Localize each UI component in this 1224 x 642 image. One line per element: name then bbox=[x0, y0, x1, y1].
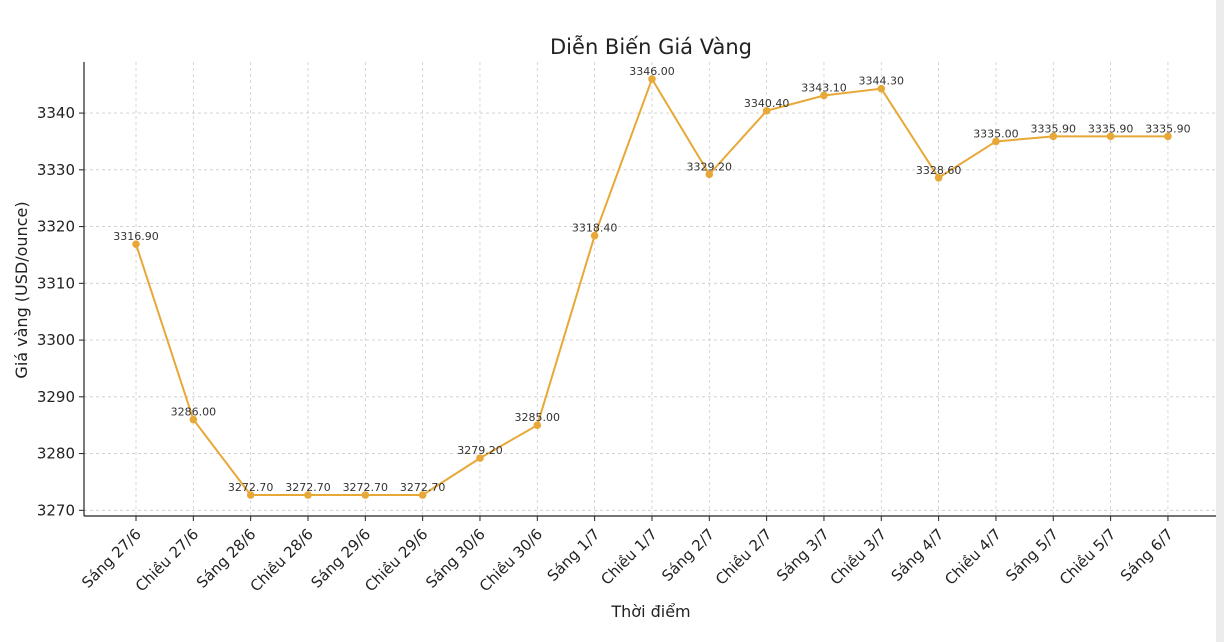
data-point bbox=[648, 75, 656, 83]
data-labels: 3316.90 3286.00 3272.70 3272.70 3272.70 3272.… bbox=[113, 65, 1190, 494]
data-label: 3346.00 bbox=[629, 65, 675, 78]
data-label: 3279.20 bbox=[457, 444, 503, 457]
data-point bbox=[762, 107, 771, 115]
data-point bbox=[820, 91, 828, 100]
x-tick-label: Chiều 5/7 bbox=[1056, 525, 1119, 588]
data-label: 3286.00 bbox=[171, 406, 217, 419]
data-point bbox=[1164, 132, 1172, 141]
data-label: 3272.70 bbox=[285, 481, 331, 494]
x-tick-label: Sáng 3/7 bbox=[773, 525, 833, 585]
x-tick-label: Chiều 2/7 bbox=[712, 525, 775, 588]
data-label: 3328.60 bbox=[916, 164, 962, 177]
data-point bbox=[189, 415, 198, 424]
data-point bbox=[361, 491, 370, 499]
grid bbox=[84, 62, 1216, 516]
y-tick-label: 3310 bbox=[37, 274, 75, 292]
data-point bbox=[246, 491, 255, 499]
x-tick-label: Sáng 2/7 bbox=[658, 525, 718, 585]
data-label: 3329.20 bbox=[687, 160, 733, 173]
data-label: 3272.70 bbox=[343, 481, 389, 494]
x-tick-label: Sáng 4/7 bbox=[888, 525, 948, 585]
data-point bbox=[418, 491, 427, 499]
data-point bbox=[992, 137, 1000, 146]
data-label: 3335.00 bbox=[973, 127, 1019, 140]
x-tick-label: Chiều 3/7 bbox=[827, 525, 890, 588]
data-point bbox=[877, 84, 886, 93]
y-tick-label: 3320 bbox=[37, 218, 75, 236]
data-label: 3343.10 bbox=[801, 81, 847, 94]
x-axis-label: Thời điểm bbox=[610, 602, 690, 621]
data-label: 3272.70 bbox=[400, 481, 446, 494]
data-point bbox=[476, 454, 484, 462]
data-label: 3335.90 bbox=[1145, 122, 1191, 135]
data-point bbox=[705, 170, 714, 179]
x-tick-label: Sáng 1/7 bbox=[544, 525, 604, 585]
data-point bbox=[533, 421, 542, 430]
data-point bbox=[1106, 132, 1115, 141]
y-tick-label: 3290 bbox=[37, 388, 75, 406]
data-label: 3335.90 bbox=[1031, 122, 1077, 135]
y-tick-label: 3340 bbox=[37, 104, 75, 122]
data-label: 3316.90 bbox=[113, 230, 159, 243]
x-tick-label: Chiều 1/7 bbox=[597, 525, 660, 588]
y-tick-label: 3330 bbox=[37, 161, 75, 179]
data-label: 3272.70 bbox=[228, 481, 274, 494]
data-point bbox=[1049, 132, 1058, 141]
data-label: 3335.90 bbox=[1088, 122, 1134, 135]
chart-title: Diễn Biến Giá Vàng bbox=[550, 34, 752, 59]
data-label: 3285.00 bbox=[515, 411, 561, 424]
y-axis-label: Giá vàng (USD/ounce) bbox=[12, 201, 31, 378]
axes bbox=[83, 62, 1216, 517]
x-tick-label: Chiều 4/7 bbox=[941, 525, 1004, 588]
data-point bbox=[934, 173, 943, 182]
y-tick-label: 3270 bbox=[37, 501, 75, 519]
series bbox=[132, 75, 1172, 499]
y-ticks: 3270 3280 3290 3300 3310 3320 3330 3340 bbox=[37, 104, 84, 519]
data-point bbox=[304, 491, 312, 499]
y-tick-label: 3300 bbox=[37, 331, 75, 349]
data-point bbox=[132, 240, 140, 248]
data-point bbox=[590, 231, 599, 240]
x-tick-label: Sáng 6/7 bbox=[1117, 525, 1177, 585]
data-label: 3318.40 bbox=[572, 222, 618, 235]
data-label: 3344.30 bbox=[859, 75, 905, 88]
x-tick-label: Sáng 5/7 bbox=[1002, 525, 1062, 585]
y-tick-label: 3280 bbox=[37, 445, 75, 463]
data-label: 3340.40 bbox=[744, 97, 790, 110]
